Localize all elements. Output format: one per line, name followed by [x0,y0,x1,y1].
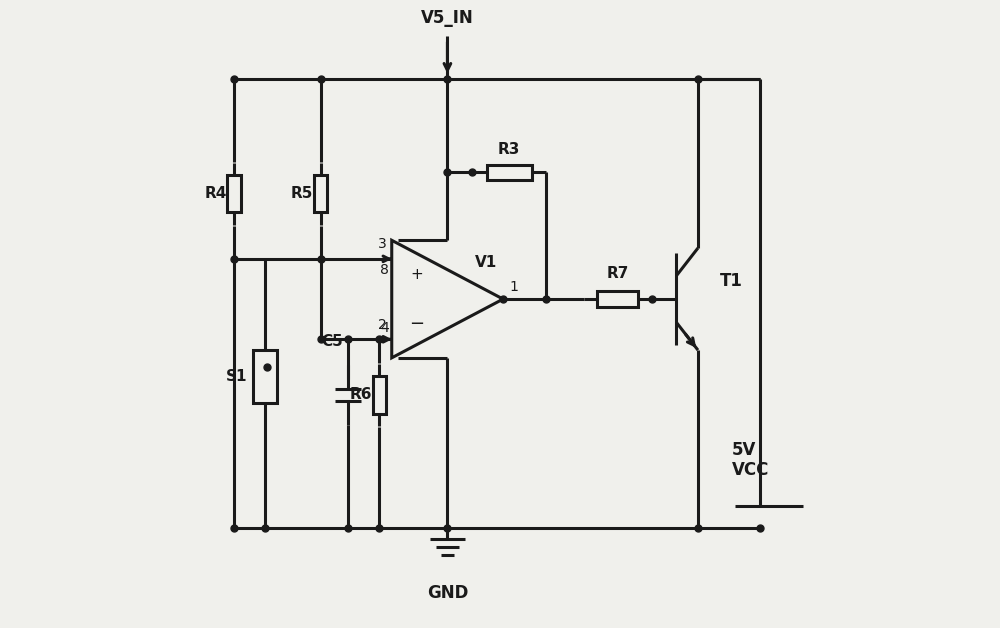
Bar [487,165,532,180]
Text: GND: GND [427,583,468,602]
Text: R6: R6 [349,387,372,403]
Text: R3: R3 [498,142,520,157]
Text: 3: 3 [378,237,387,251]
Text: 4: 4 [380,322,389,335]
Text: R5: R5 [291,187,313,202]
Text: 1: 1 [509,279,518,294]
Text: 8: 8 [380,263,389,277]
Bar [227,175,241,212]
Bar [373,376,386,413]
Text: R7: R7 [606,266,629,281]
Text: −: − [409,315,424,333]
Text: 2: 2 [378,318,387,332]
Bar [253,350,277,403]
Text: S1: S1 [225,369,247,384]
Text: +: + [410,267,423,282]
Bar [597,291,638,307]
Polygon shape [392,241,503,358]
Text: V1: V1 [475,255,497,269]
Text: C5: C5 [322,333,343,349]
Bar [314,175,327,212]
Text: 5V
VCC: 5V VCC [732,440,769,479]
Text: T1: T1 [720,271,742,290]
Text: R4: R4 [204,187,227,202]
Text: V5_IN: V5_IN [421,9,474,27]
